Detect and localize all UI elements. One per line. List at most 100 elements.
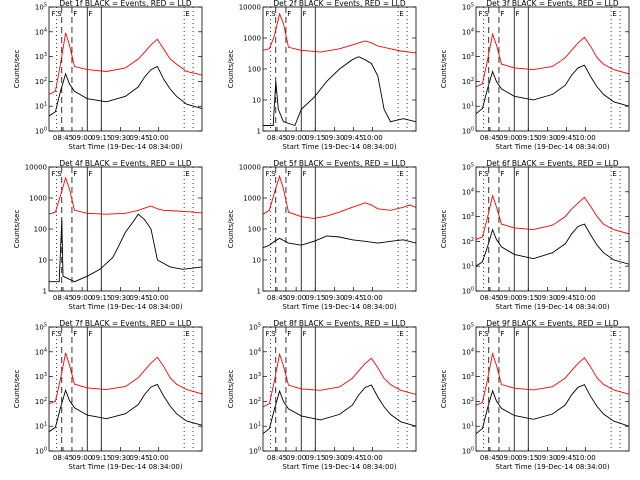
x-axis-label: Start Time (19-Dec-14 08:34:00) <box>495 143 609 151</box>
y-tick-label: 100 <box>248 226 261 234</box>
x-tick-label: 10:00 <box>576 454 596 462</box>
event-marker-label: E <box>612 170 616 178</box>
x-tick-label: 08:45 <box>480 454 500 462</box>
event-marker-label: F <box>73 330 77 338</box>
x-tick-label: 08:45 <box>480 294 500 302</box>
y-tick-label: 1 <box>257 128 261 136</box>
y-tick-label: 105 <box>249 323 261 332</box>
y-tick-label: 105 <box>462 323 474 332</box>
event-marker-label: E <box>399 170 403 178</box>
event-marker-label: F <box>500 170 504 178</box>
event-marker-label: F <box>52 170 56 178</box>
y-tick-label: 100 <box>34 226 47 234</box>
event-marker-label: F <box>287 10 291 18</box>
lld-series-line <box>263 174 416 219</box>
y-axis-label: Counts/sec <box>227 210 235 249</box>
x-tick-label: 09:15 <box>305 454 325 462</box>
event-marker-label: F <box>287 330 291 338</box>
y-axis-label: Counts/sec <box>440 50 448 89</box>
plot-frame <box>48 6 203 132</box>
plot-frame <box>475 6 630 132</box>
event-marker-label: F <box>89 10 93 18</box>
lld-series-line <box>476 351 629 406</box>
y-tick-label: 100 <box>248 66 261 74</box>
y-tick-label: 105 <box>462 163 474 172</box>
y-tick-label: 100 <box>249 447 261 456</box>
event-marker-label: E <box>612 10 616 18</box>
y-tick-label: 10 <box>252 257 261 265</box>
x-axis-label: Start Time (19-Dec-14 08:34:00) <box>495 303 609 311</box>
x-tick-label: 09:45 <box>343 454 363 462</box>
x-tick-label: 09:00 <box>72 134 92 142</box>
panel-title: Det 2f BLACK = Events, RED = LLD <box>273 0 406 8</box>
event-marker-label: E <box>185 10 189 18</box>
x-tick-label: 10:00 <box>149 294 169 302</box>
lld-series-line <box>49 32 202 95</box>
x-tick-label: 10:00 <box>363 134 383 142</box>
x-tick-label: 09:30 <box>537 294 557 302</box>
y-tick-label: 102 <box>462 77 474 86</box>
x-tick-label: 09:30 <box>537 454 557 462</box>
x-tick-label: 09:30 <box>324 454 344 462</box>
event-marker-label: E <box>185 170 189 178</box>
y-tick-label: 101 <box>35 422 47 431</box>
panel-title: Det 9f BLACK = Events, RED = LLD <box>486 319 619 328</box>
event-marker-label: S <box>57 10 62 18</box>
lld-series-line <box>263 352 416 408</box>
x-tick-label: 09:15 <box>91 134 111 142</box>
event-marker-label: S <box>271 330 276 338</box>
x-tick-label: 10:00 <box>576 294 596 302</box>
y-tick-label: 101 <box>462 102 474 111</box>
y-axis-label: Counts/sec <box>13 210 21 249</box>
panel-title: Det 5f BLACK = Events, RED = LLD <box>273 159 406 168</box>
y-tick-label: 104 <box>462 27 474 36</box>
panel-title: Det 4f BLACK = Events, RED = LLD <box>59 159 192 168</box>
plot-frame <box>475 326 630 452</box>
x-axis-label: Start Time (19-Dec-14 08:34:00) <box>68 303 182 311</box>
panel-title: Det 6f BLACK = Events, RED = LLD <box>486 159 619 168</box>
x-tick-label: 09:15 <box>518 454 538 462</box>
y-tick-label: 102 <box>35 77 47 86</box>
y-tick-label: 1000 <box>243 195 261 203</box>
x-tick-label: 09:15 <box>305 134 325 142</box>
y-tick-label: 105 <box>35 323 47 332</box>
y-tick-label: 101 <box>35 102 47 111</box>
x-tick-label: 09:45 <box>129 454 149 462</box>
x-tick-label: 09:30 <box>324 134 344 142</box>
x-tick-label: 09:45 <box>129 294 149 302</box>
event-marker-label: F <box>500 10 504 18</box>
x-tick-label: 08:45 <box>480 134 500 142</box>
event-marker-label: F <box>73 170 77 178</box>
y-tick-label: 1000 <box>29 195 47 203</box>
event-marker-label: S <box>271 10 276 18</box>
y-tick-label: 103 <box>462 52 474 61</box>
events-series-line <box>476 223 629 267</box>
y-tick-label: 10000 <box>239 4 261 12</box>
y-axis-label: Counts/sec <box>13 370 21 409</box>
event-marker-label: E <box>399 10 403 18</box>
x-tick-label: 09:00 <box>72 294 92 302</box>
y-tick-label: 102 <box>35 397 47 406</box>
x-tick-label: 10:00 <box>149 134 169 142</box>
y-tick-label: 104 <box>35 347 47 356</box>
y-tick-label: 103 <box>249 372 261 381</box>
x-axis-label: Start Time (19-Dec-14 08:34:00) <box>495 463 609 471</box>
lld-series-line <box>49 176 202 215</box>
y-tick-label: 104 <box>462 347 474 356</box>
lld-series-line <box>476 193 629 240</box>
event-marker-label: F <box>500 330 504 338</box>
y-tick-label: 104 <box>462 187 474 196</box>
x-tick-label: 09:15 <box>91 294 111 302</box>
event-marker-label: S <box>271 170 276 178</box>
x-tick-label: 10:00 <box>363 294 383 302</box>
event-marker-label: F <box>287 170 291 178</box>
y-tick-label: 100 <box>35 127 47 136</box>
x-tick-label: 09:30 <box>110 294 130 302</box>
